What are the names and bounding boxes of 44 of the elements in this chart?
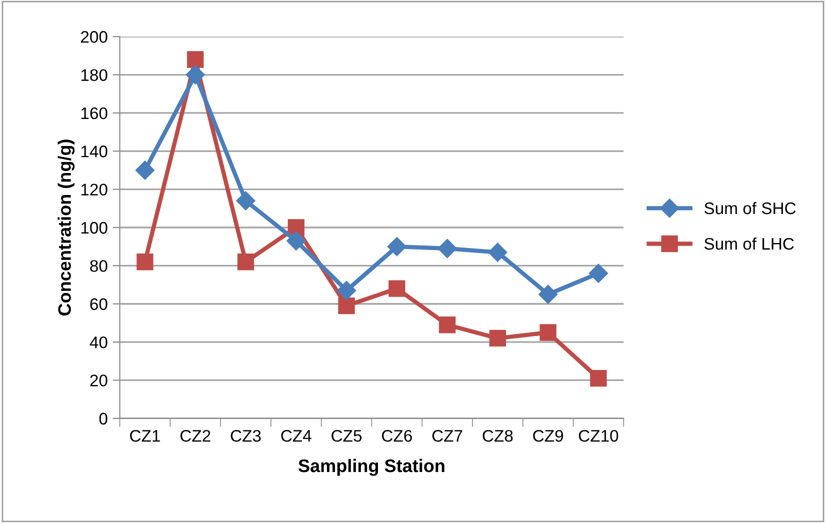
point [338, 297, 355, 314]
x-tick-label: CZ6 [382, 430, 412, 442]
point [489, 330, 506, 347]
x-tick-label: CZ3 [230, 430, 261, 442]
x-tick-label: CZ2 [180, 430, 210, 442]
x-tick-label: CZ5 [332, 430, 362, 442]
x-tick-label: CZ1 [130, 430, 160, 442]
point [187, 51, 204, 68]
y-tick-label: 60 [90, 298, 108, 310]
point [387, 237, 406, 256]
legend-label: Sum of LHC [704, 238, 794, 250]
x-axis-title: Sampling Station [298, 458, 444, 476]
y-tick-label: 180 [81, 69, 108, 81]
y-tick-label: 40 [90, 336, 108, 348]
point [388, 280, 406, 297]
point [588, 264, 608, 283]
x-tick-label: CZ9 [533, 430, 564, 442]
point [488, 242, 508, 262]
y-tick-label: 160 [81, 107, 108, 120]
y-axis-title: Concentration (ng/g) [58, 140, 75, 316]
point [336, 280, 356, 300]
point [186, 65, 205, 84]
y-tick-label: 80 [90, 260, 108, 272]
x-tick-label: CZ10 [578, 430, 618, 442]
x-tick-label: CZ4 [281, 430, 312, 442]
point [540, 324, 556, 341]
point [237, 254, 254, 270]
point [438, 316, 456, 334]
point [286, 231, 306, 250]
point [538, 284, 558, 304]
point [236, 191, 256, 210]
x-tick-label: CZ7 [432, 430, 462, 442]
point [438, 238, 457, 258]
y-tick-label: 0 [99, 412, 108, 425]
y-tick-label: 120 [81, 184, 108, 196]
y-tick-label: 20 [90, 374, 108, 386]
point [590, 370, 607, 387]
y-tick-label: 140 [81, 146, 108, 158]
y-tick-label: 100 [81, 222, 108, 234]
point [136, 254, 154, 270]
point [135, 160, 154, 180]
x-tick-label: CZ8 [482, 430, 513, 442]
legend-label: Sum of SHC [704, 202, 796, 214]
y-tick-label: 200 [81, 31, 108, 43]
